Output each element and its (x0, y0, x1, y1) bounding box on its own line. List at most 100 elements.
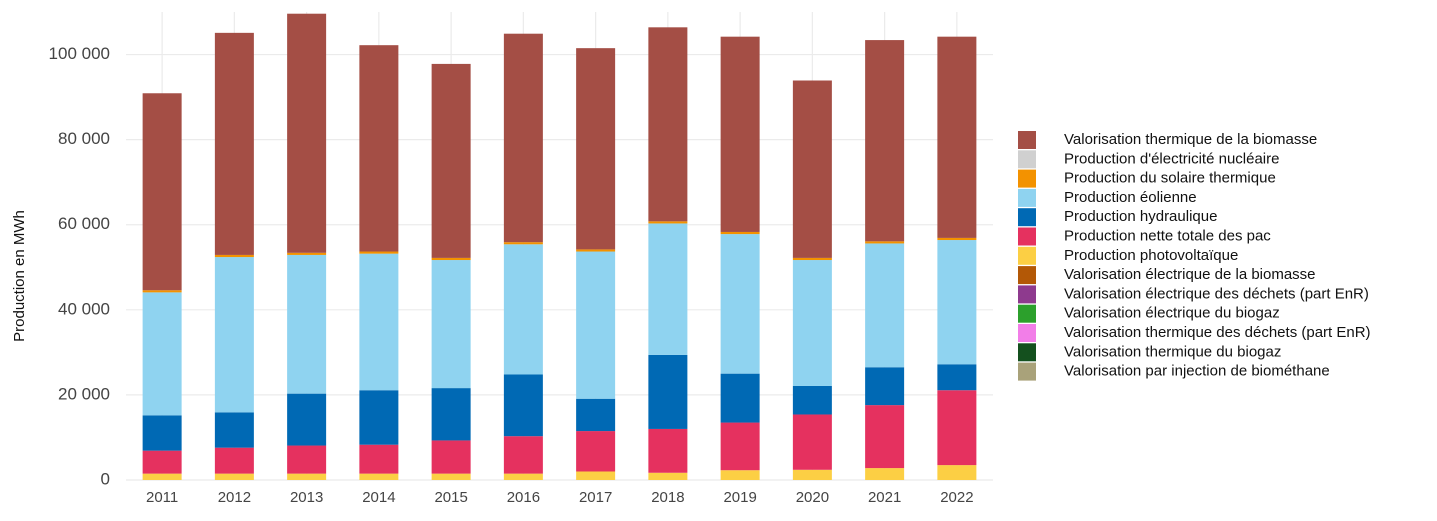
bar-segment (214, 32, 254, 255)
bar-segment (648, 27, 688, 222)
legend-swatch (1018, 150, 1036, 169)
bar-segment (937, 237, 977, 241)
legend-swatch (1018, 362, 1036, 381)
x-tick-label: 2012 (218, 489, 251, 506)
x-tick-label: 2015 (434, 489, 467, 506)
legend-label: Production d'électricité nucléaire (1064, 150, 1279, 167)
x-tick-label: 2014 (362, 489, 395, 506)
x-tick-label: 2019 (723, 489, 756, 506)
bar-segment (576, 398, 616, 432)
bar-segment (720, 234, 760, 374)
bar-segment (503, 244, 543, 375)
legend-label: Production photovoltaïque (1064, 247, 1238, 264)
y-tick-label: 100 000 (49, 44, 110, 63)
bar-segment (287, 393, 327, 446)
bar-segment (142, 290, 182, 293)
x-tick-label: 2017 (579, 489, 612, 506)
legend-swatch (1018, 285, 1036, 304)
bar-segment (576, 431, 616, 472)
bar-segment (359, 390, 399, 445)
legend-swatch (1018, 227, 1036, 246)
bar-segment (720, 470, 760, 480)
bar-segment (648, 428, 688, 473)
legend-label: Production nette totale des pac (1064, 227, 1271, 244)
x-tick-label: 2018 (651, 489, 684, 506)
legend-label: Valorisation thermique de la biomasse (1064, 131, 1317, 148)
bar-segment (214, 257, 254, 413)
bar-segment (431, 260, 471, 389)
x-tick-label: 2020 (796, 489, 829, 506)
bar-segment (214, 447, 254, 474)
bar-segment (503, 374, 543, 437)
x-tick-label: 2016 (507, 489, 540, 506)
bar-segment (503, 242, 543, 245)
bar-segment (648, 354, 688, 429)
bar-segment (720, 422, 760, 471)
bar-segment (937, 36, 977, 238)
y-tick-label: 80 000 (58, 129, 110, 148)
bar-segment (359, 251, 399, 254)
bar-segment (720, 36, 760, 232)
bar-segment (359, 473, 399, 480)
bar-segment (720, 373, 760, 423)
bar-segment (503, 436, 543, 474)
legend-swatch (1018, 266, 1036, 285)
bar-segment (865, 40, 905, 242)
bar-segment (865, 405, 905, 469)
bar-segment (287, 13, 327, 253)
legend-label: Production éolienne (1064, 189, 1197, 206)
legend-swatch (1018, 131, 1036, 149)
legend-swatch (1018, 188, 1036, 207)
bar-segment (576, 48, 616, 250)
legend-label: Valorisation thermique du biogaz (1064, 343, 1281, 360)
bar-segment (865, 243, 905, 368)
y-tick-label: 0 (101, 469, 110, 488)
bar-segment (648, 472, 688, 480)
legend-label: Production hydraulique (1064, 208, 1217, 225)
bar-segment (503, 473, 543, 480)
bar-segment (648, 223, 688, 355)
legend-swatch (1018, 169, 1036, 188)
legend-label: Production du solaire thermique (1064, 170, 1276, 187)
bar-segment (792, 469, 832, 480)
bar-segment (865, 241, 905, 244)
legend-label: Valorisation thermique des déchets (part… (1064, 324, 1371, 341)
bar-segment (576, 249, 616, 252)
bar-segment (648, 221, 688, 224)
bar-segment (431, 257, 471, 261)
x-tick-label: 2021 (868, 489, 901, 506)
legend-swatch (1018, 208, 1036, 227)
bar-segment (720, 231, 760, 235)
bar-segment (937, 364, 977, 391)
bar-segment (576, 471, 616, 480)
bar-segment (792, 257, 832, 261)
bar-segment (431, 388, 471, 441)
bar-segment (865, 367, 905, 406)
legend-swatch (1018, 304, 1036, 323)
legend-swatch (1018, 324, 1036, 342)
bar-segment (287, 473, 327, 480)
bar-segment (214, 473, 254, 480)
bar-segment (937, 390, 977, 466)
x-tick-label: 2011 (146, 489, 178, 506)
x-tick-label: 2013 (290, 489, 323, 506)
legend-swatch (1018, 343, 1036, 362)
bar-segment (214, 254, 254, 258)
bar-segment (287, 252, 327, 255)
bar-segment (214, 412, 254, 448)
y-tick-label: 20 000 (58, 384, 110, 403)
bar-segment (287, 254, 327, 394)
y-axis-label: Production en MWh (11, 210, 28, 342)
bar-segment (142, 473, 182, 480)
bar-segment (359, 444, 399, 474)
bar-segment (503, 33, 543, 243)
bar-segment (431, 63, 471, 258)
bar-segment (142, 415, 182, 451)
legend-label: Valorisation électrique de la biomasse (1064, 266, 1316, 283)
bar-segment (142, 292, 182, 416)
bar-segment (142, 93, 182, 291)
legend-label: Valorisation par injection de biométhane (1064, 363, 1330, 380)
bar-segment (359, 253, 399, 391)
x-tick-label: 2022 (940, 489, 973, 506)
